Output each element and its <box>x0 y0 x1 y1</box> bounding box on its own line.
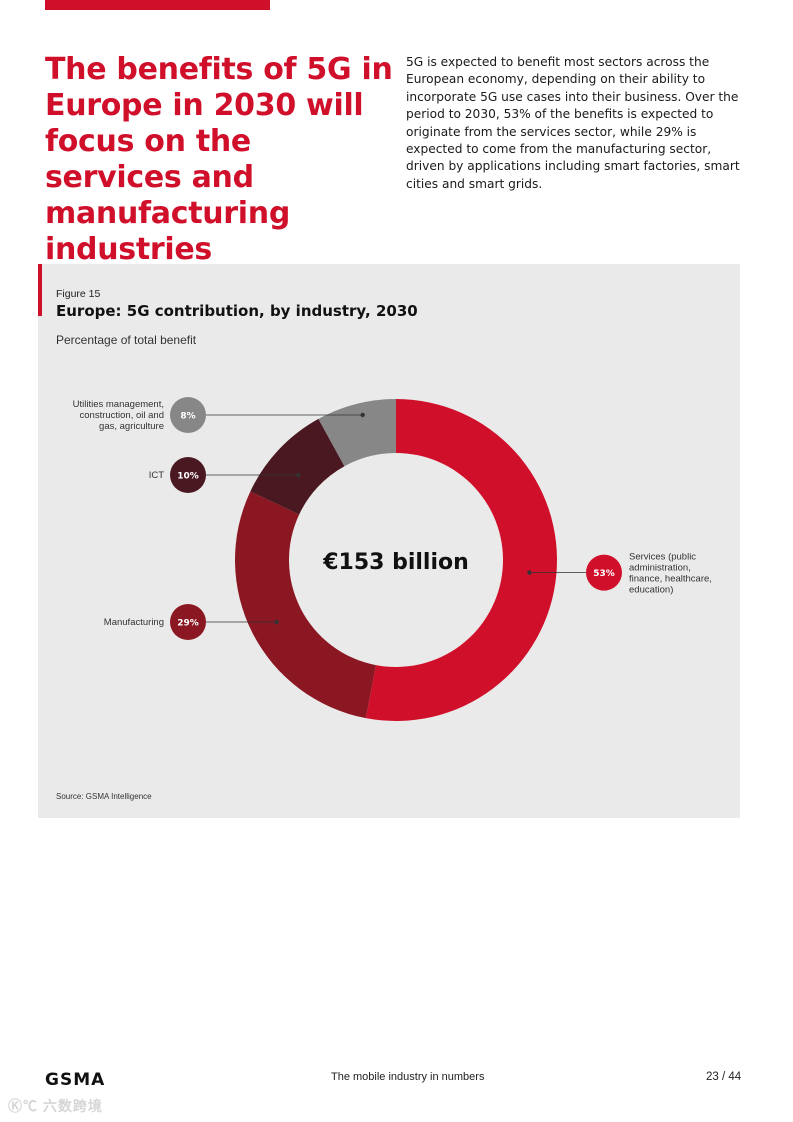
chart-source: Source: GSMA Intelligence <box>56 792 152 801</box>
callout-dot-3 <box>360 412 365 418</box>
callout-badge-3 <box>170 397 206 433</box>
callout-dot-2 <box>296 472 301 478</box>
callout-value-0: 53% <box>593 569 615 579</box>
donut-center-total: €153 billion <box>322 550 469 575</box>
callout-value-1: 29% <box>177 619 199 629</box>
callout-category-0: Services (public administration, finance, … <box>629 552 712 596</box>
figure-accent-bar <box>38 264 42 316</box>
callout-dot-1 <box>274 619 279 625</box>
callout-badge-0 <box>586 554 622 591</box>
donut-slice-1 <box>235 491 376 719</box>
top-accent-bar <box>45 0 270 10</box>
page-headline: The benefits of 5G in Europe in 2030 wil… <box>45 52 393 267</box>
callout-dot-0 <box>527 570 532 575</box>
page-number: 23 / 44 <box>706 1071 742 1083</box>
callout-value-2: 10% <box>177 472 199 482</box>
callout-badge-1 <box>170 604 206 640</box>
figure-label: Figure 15 <box>56 288 101 300</box>
callout-category-1: Manufacturing <box>104 617 164 628</box>
donut-slice-0 <box>365 399 557 721</box>
intro-paragraph: 5G is expected to benefit most sectors a… <box>406 55 740 191</box>
callout-badge-2 <box>170 457 206 493</box>
chart-subtitle: Percentage of total benefit <box>56 333 197 347</box>
donut-hole <box>289 453 503 667</box>
watermark-logo: Ⓚ℃ 六数跨境 <box>8 1098 103 1114</box>
donut-slice-3 <box>318 399 396 467</box>
donut-slice-2 <box>250 418 345 515</box>
chart-title: Europe: 5G contribution, by industry, 20… <box>56 302 418 320</box>
callout-value-3: 8% <box>180 412 195 422</box>
gsma-logo: GSMA <box>45 1070 106 1090</box>
callout-category-3: Utilities management, construction, oil a… <box>73 399 164 432</box>
callout-category-2: ICT <box>149 470 165 481</box>
footer-publication-title: The mobile industry in numbers <box>331 1071 485 1083</box>
